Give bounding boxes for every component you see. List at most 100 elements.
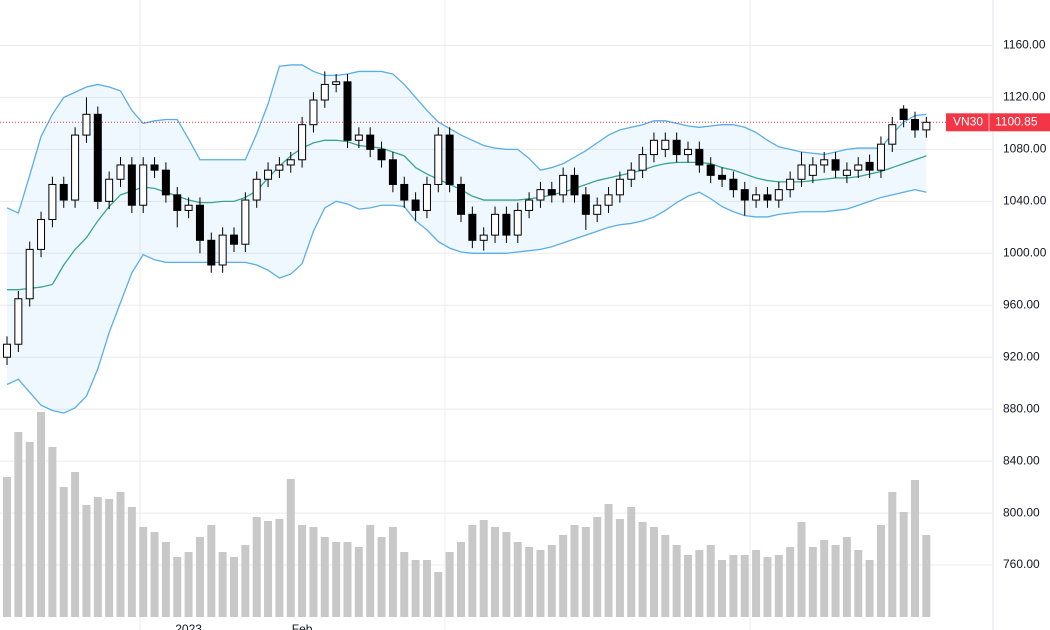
candle-body [581,194,590,215]
candle-body [536,189,545,201]
volume-bar [434,572,443,617]
volume-bar [161,542,170,617]
volume-bar [3,477,11,617]
volume-bar [400,552,409,617]
candle-body [831,159,840,171]
volume-bar [604,504,613,617]
volume-bar [422,560,431,617]
candle-body [820,159,829,166]
volume-bar [411,560,420,617]
candle-body [615,178,624,196]
volume-bar [298,525,307,617]
volume-bar [275,519,284,617]
candle-body [649,139,658,156]
candle-body [559,174,568,196]
volume-bar [581,527,590,617]
candle-body [93,113,102,202]
candle-body [774,189,783,201]
candle-body [729,178,738,191]
candle-body [911,119,919,131]
candle-body [899,108,908,121]
y-tick-label: 800.00 [1003,505,1040,519]
candle-body [752,194,761,201]
candle-body [388,159,397,185]
candle-body [570,174,579,196]
candle-body [275,164,284,171]
volume-bar [37,412,46,617]
candle-body [604,194,613,206]
volume-bar [25,442,34,617]
volume-bar [286,479,295,617]
candle-body [71,134,80,201]
volume-bar [797,522,806,617]
candle-body [139,164,148,206]
candle-body [445,134,454,185]
candle-body [513,209,522,236]
candle-body [422,183,431,211]
candle-body [695,148,704,166]
candle-body [888,124,897,145]
x-tick-label: 2023 [175,622,202,630]
candle-body [14,298,23,345]
volume-bar [911,480,919,617]
y-tick-label: 960.00 [1003,297,1040,311]
volume-bar [740,555,749,617]
candle-body [661,139,670,150]
band-line [6,188,927,414]
volume-bar [105,499,114,617]
y-tick-label: 1080.00 [1003,142,1047,156]
candle-body [808,164,817,176]
volume-bar [570,525,579,617]
volume-bar [207,525,216,617]
candle-body [797,164,806,180]
candle-body [763,194,772,201]
candle-body [479,234,488,241]
candle-body [672,139,681,156]
y-tick-label: 1000.00 [1003,245,1047,259]
candle-body [161,169,170,196]
candle-body [491,213,500,236]
volume-bar [831,545,840,617]
candle-body [286,159,295,166]
candle-body [627,169,636,180]
volume-bar [93,497,102,617]
volume-bar [184,552,193,617]
candle-body [854,164,863,171]
volume-bar [820,540,829,617]
volume-bar [899,512,908,617]
candle-body [593,204,602,215]
volume-bar [445,552,454,617]
volume-bar [786,547,795,617]
candle-body [252,178,261,201]
volume-bar [195,537,204,617]
volume-bar [388,527,397,617]
volume-bar [230,557,238,617]
volume-bar [547,545,556,617]
y-tick-label: 760.00 [1003,557,1040,571]
candle-body [865,161,874,171]
price-tag [946,113,1050,132]
candle-body [173,194,182,211]
candle-body [525,199,534,211]
volume-bar [593,517,602,617]
volume-bar [241,545,250,617]
volume-bar [615,519,624,617]
volume-bar [309,527,318,617]
y-tick-label: 920.00 [1003,349,1040,363]
candle-body [740,189,749,201]
volume-bar [366,525,375,617]
volume-bar [763,557,772,617]
candle-body [184,204,193,211]
volume-bar [218,552,227,617]
candle-body [82,113,91,136]
volume-bar [706,545,715,617]
volume-bar [377,537,386,617]
volume-bar [559,535,568,617]
volume-bar [718,560,727,617]
volume-bar [513,542,522,617]
candle-body [922,121,931,131]
candle-body [400,183,409,201]
volume-bar [638,522,647,617]
candle-body [207,239,216,266]
candle-body [3,343,11,358]
